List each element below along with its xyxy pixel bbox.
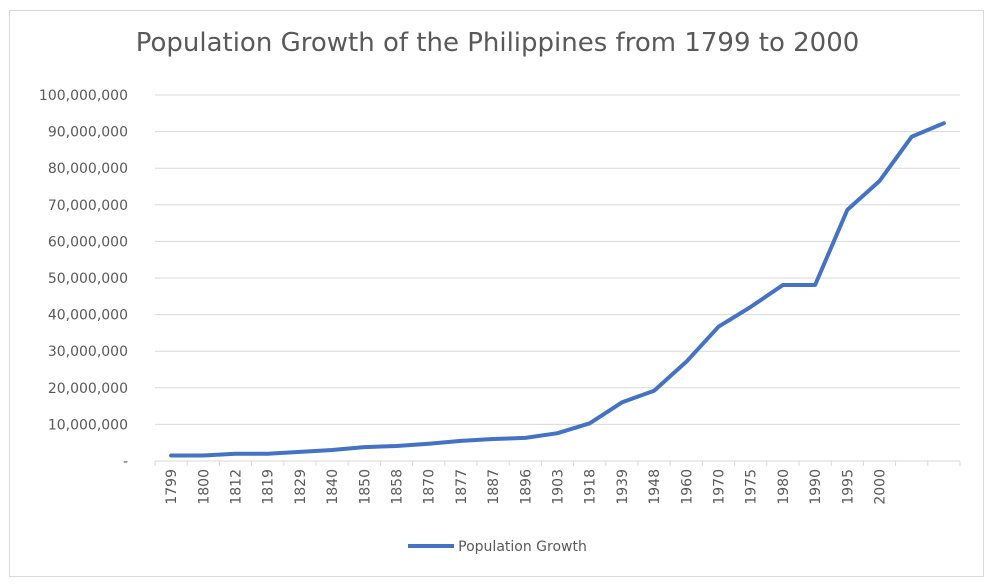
y-tick-label: 50,000,000 <box>48 271 128 287</box>
x-tick-label: 1896 <box>518 469 534 505</box>
y-tick-label: 70,000,000 <box>48 198 128 214</box>
x-tick-label: 1975 <box>744 469 760 505</box>
x-tick-label: 1850 <box>357 469 373 505</box>
y-tick-label: 80,000,000 <box>48 161 128 177</box>
x-tick-label: 1990 <box>808 469 824 505</box>
y-tick-label: 30,000,000 <box>48 344 128 360</box>
x-tick-label: 1812 <box>229 469 245 505</box>
chart-area <box>9 10 984 577</box>
y-tick-label: 100,000,000 <box>39 88 128 104</box>
y-tick-label: 40,000,000 <box>48 308 128 324</box>
x-tick-label: 1829 <box>293 469 309 505</box>
chart-title: Population Growth of the Philippines fro… <box>135 28 860 58</box>
series-line <box>169 121 946 458</box>
y-tick-label: 90,000,000 <box>48 125 128 141</box>
x-tick-label: 1960 <box>679 469 695 505</box>
y-tick-label: 20,000,000 <box>48 381 128 397</box>
x-tick-label: 1858 <box>390 469 406 505</box>
x-tick-label: 1870 <box>422 469 438 505</box>
y-tick-label: 10,000,000 <box>48 417 128 433</box>
x-tick-label: 1995 <box>840 469 856 505</box>
x-tick-label: 1918 <box>583 469 599 505</box>
legend-series-label: Population Growth <box>458 539 587 555</box>
x-tick-label: 1800 <box>196 469 212 505</box>
y-tick-label: - <box>123 454 128 470</box>
x-tick-label: 1939 <box>615 469 631 505</box>
x-tick-label: 1970 <box>712 469 728 505</box>
x-tick-label: 1980 <box>776 469 792 505</box>
y-tick-label: 60,000,000 <box>48 234 128 250</box>
x-tick-label: 1877 <box>454 469 470 505</box>
x-tick-label: 1840 <box>325 469 341 505</box>
x-tick-label: 1948 <box>647 469 663 505</box>
x-tick-label: 1819 <box>261 469 277 505</box>
legend-series-swatch <box>408 544 455 548</box>
x-tick-label: 1799 <box>164 469 180 505</box>
x-tick-label: 1887 <box>486 469 502 505</box>
x-tick-label: 2000 <box>873 469 889 505</box>
legend: Population Growth <box>0 539 995 555</box>
x-tick-label: 1903 <box>551 469 567 505</box>
